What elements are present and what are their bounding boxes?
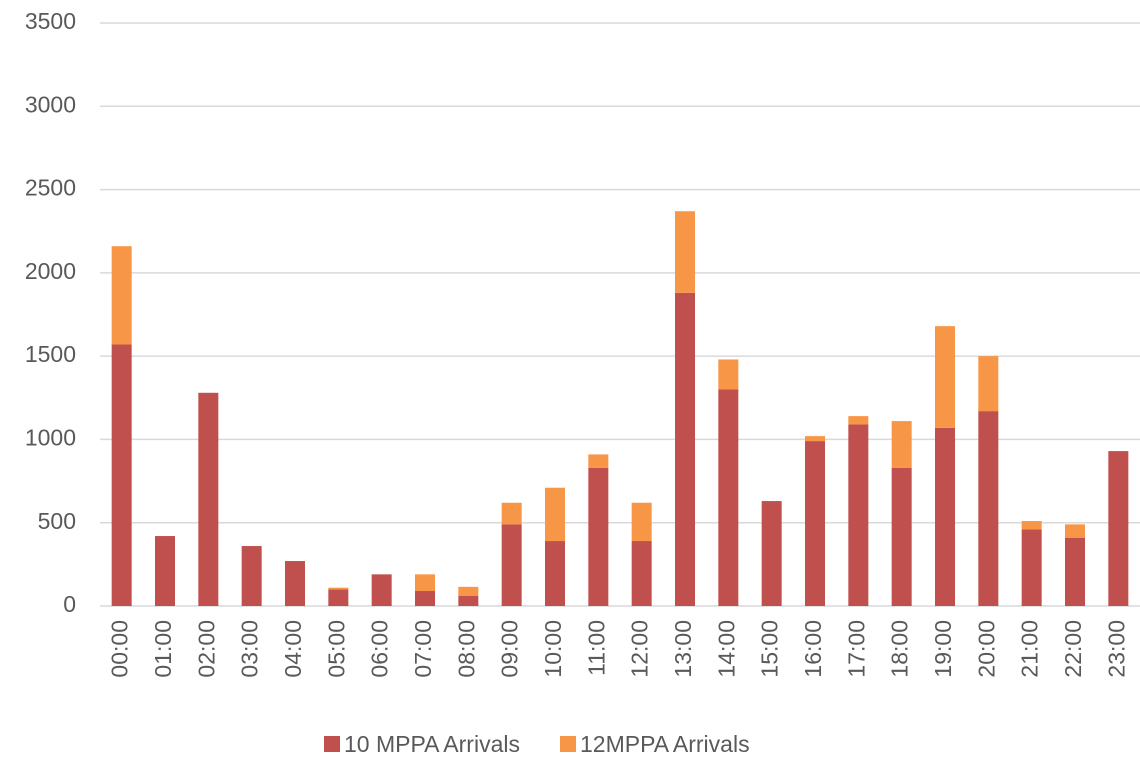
bar-segment [631,502,652,542]
bar-segment [631,541,652,606]
bar-segment [978,411,999,606]
x-tick-label: 23:00 [1103,620,1129,678]
bar-segment [501,524,522,606]
bar-segment [155,536,175,606]
x-tick-label: 05:00 [323,620,349,678]
x-tick-label: 10:00 [540,620,566,678]
bar-segment [1021,521,1042,530]
bar-segment [761,501,782,606]
y-tick-label: 2000 [25,258,76,284]
x-tick-label: 21:00 [1017,620,1043,678]
bar-segment [848,424,869,606]
x-tick-label: 16:00 [800,620,826,678]
y-tick-label: 3000 [25,91,76,117]
x-tick-label: 07:00 [410,620,436,678]
legend-label: 10 MPPA Arrivals [344,731,520,757]
bar-segment [198,392,219,606]
bar-segment [935,427,955,606]
x-tick-label: 19:00 [930,620,956,678]
bar-segment [328,589,349,606]
x-tick-label: 13:00 [670,620,696,678]
y-tick-label: 0 [63,591,76,617]
bar-segment [805,436,825,442]
x-tick-label: 03:00 [237,620,263,678]
bar-segment [1065,524,1085,538]
bar-segment [111,246,132,345]
x-tick-label: 20:00 [973,620,999,678]
bar-segment [545,541,565,606]
bar-segment [1021,529,1042,606]
bar-segment [545,487,565,542]
bar-segment [415,574,435,592]
x-tick-label: 08:00 [453,620,479,678]
bar-segment [718,389,739,606]
legend-swatch [559,736,576,752]
x-tick-label: 17:00 [843,620,869,678]
y-tick-label: 2500 [25,175,76,201]
y-tick-label: 3500 [25,8,76,34]
x-tick-label: 14:00 [713,620,739,678]
bar-segment [111,344,132,606]
x-tick-label: 04:00 [280,620,306,678]
bar-segment [848,416,869,425]
x-tick-label: 18:00 [887,620,913,678]
bar-segment [588,454,609,468]
x-tick-label: 15:00 [757,620,783,678]
bar-segment [891,421,912,468]
bar-segment [458,586,479,597]
bar-segment [935,326,955,428]
legend-label: 12MPPA Arrivals [580,731,750,757]
x-tick-label: 06:00 [367,620,393,678]
bar-segment [328,587,349,590]
legend-swatch [324,736,340,752]
x-tick-label: 02:00 [193,620,219,678]
bar-segment [805,441,825,606]
bar-segment [458,596,479,606]
bar-segment [1108,451,1129,606]
x-tick-label: 00:00 [107,620,133,678]
bar-segment [588,467,609,606]
bar-segment [675,211,695,293]
y-tick-label: 500 [38,508,76,534]
x-tick-label: 01:00 [150,620,176,678]
y-tick-label: 1000 [25,425,76,451]
bar-segment [718,359,739,390]
bar-segment [1065,537,1085,606]
bar-segment [501,502,522,525]
bar-segment [285,561,305,606]
bar-segment [978,356,999,412]
x-tick-label: 12:00 [627,620,653,678]
bar-segment [371,574,392,606]
bar-segment [675,292,695,606]
x-tick-label: 09:00 [497,620,523,678]
y-tick-label: 1500 [25,341,76,367]
bar-segment [415,591,435,606]
x-tick-label: 11:00 [583,620,609,676]
x-tick-label: 22:00 [1060,620,1086,678]
bar-segment [241,546,262,606]
bar-segment [891,467,912,606]
